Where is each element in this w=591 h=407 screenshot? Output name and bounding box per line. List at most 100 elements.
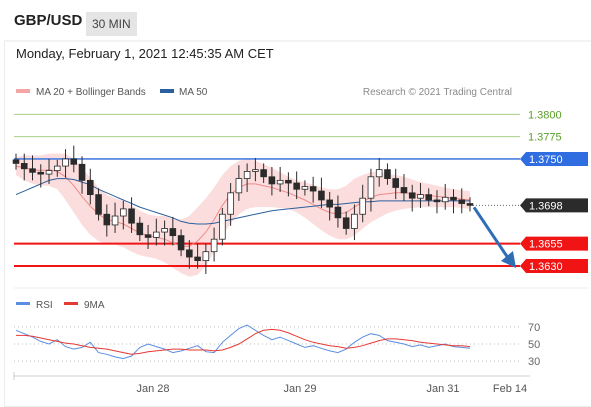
currency-pair: GBP/USD bbox=[14, 12, 83, 29]
candle-body bbox=[95, 194, 102, 215]
candle-body bbox=[441, 196, 449, 203]
candle-body bbox=[161, 228, 168, 233]
support-tag-1.3655 bbox=[520, 236, 588, 251]
support-label-1.3630: 1.3630 bbox=[529, 261, 563, 273]
time-axis-label: Jan 28 bbox=[136, 383, 169, 395]
candle-body bbox=[120, 208, 127, 217]
candle-body bbox=[351, 213, 358, 229]
candle-body bbox=[466, 203, 474, 206]
rsi-tick-label-30: 30 bbox=[528, 356, 540, 368]
candle-body bbox=[260, 169, 267, 178]
ma20-bb-legend-swatch bbox=[16, 89, 30, 93]
candle-body bbox=[103, 213, 111, 226]
candle-body bbox=[417, 194, 424, 199]
rsi-grid: 70 50 30 bbox=[14, 322, 540, 368]
candle-body bbox=[136, 222, 144, 236]
candle-body bbox=[29, 168, 36, 173]
rsi-series-layer bbox=[15, 324, 471, 360]
forecast-arrow-layer bbox=[472, 206, 516, 268]
candle-body bbox=[400, 187, 408, 194]
candle-body bbox=[177, 235, 185, 251]
candle-body bbox=[202, 251, 210, 262]
ma50-legend-swatch bbox=[160, 89, 174, 93]
candle-body bbox=[227, 192, 234, 215]
candle-body bbox=[53, 165, 61, 171]
rsi-line bbox=[15, 324, 471, 360]
candle-body bbox=[433, 199, 441, 203]
candle-body bbox=[367, 176, 375, 199]
candle-body bbox=[392, 178, 399, 188]
candle-body bbox=[45, 170, 53, 175]
candle-body bbox=[186, 249, 193, 258]
candle-body bbox=[12, 159, 20, 164]
candle-body bbox=[450, 196, 457, 201]
forecast-arrow-shaft bbox=[472, 206, 510, 259]
support-label-1.3655: 1.3655 bbox=[529, 239, 563, 251]
ma50-legend-label: MA 50 bbox=[179, 87, 208, 98]
price-level-labels: 1.3800 1.3775 1.3750 1.3698 1.3655 1.3630 bbox=[520, 109, 588, 273]
forecast-arrow-head bbox=[501, 250, 516, 268]
support-tag-1.3630 bbox=[520, 258, 588, 273]
candle-body bbox=[128, 208, 135, 224]
rsi-tick-label-70: 70 bbox=[528, 322, 540, 334]
candlestick-layer bbox=[12, 145, 474, 274]
candle-body bbox=[326, 199, 333, 208]
chart-panel bbox=[4, 40, 591, 407]
ma20-bb-legend-label: MA 20 + Bollinger Bands bbox=[36, 87, 146, 98]
rsi-ma-line bbox=[16, 328, 471, 355]
candle-body bbox=[285, 179, 292, 184]
candle-body bbox=[210, 238, 218, 253]
candle-body bbox=[169, 228, 177, 237]
candle-body bbox=[268, 176, 276, 185]
last-price-tag bbox=[520, 198, 588, 213]
candle-body bbox=[20, 163, 28, 170]
candle-body bbox=[309, 186, 317, 192]
candle-body bbox=[243, 171, 251, 179]
candle-body bbox=[342, 217, 350, 229]
rsi-legend-label: RSI bbox=[36, 300, 53, 311]
candle-body bbox=[78, 163, 86, 181]
timeframe-badge[interactable]: 30 MIN bbox=[86, 12, 137, 36]
last-price-label: 1.3698 bbox=[529, 200, 563, 212]
candle-body bbox=[408, 192, 416, 199]
price-legend: MA 20 + Bollinger Bands MA 50 Research ©… bbox=[16, 87, 512, 98]
credit-text: Research © 2021 Trading Central bbox=[363, 87, 512, 98]
chart-header: GBP/USD 30 MIN bbox=[0, 0, 591, 38]
candle-body bbox=[194, 256, 201, 262]
bollinger-band-layer bbox=[16, 153, 470, 277]
bollinger-band-area bbox=[16, 153, 470, 277]
candle-body bbox=[144, 234, 152, 238]
candle-body bbox=[458, 199, 466, 204]
candle-body bbox=[293, 182, 300, 190]
candle-body bbox=[235, 178, 243, 194]
candle-body bbox=[375, 169, 383, 178]
candle-body bbox=[153, 231, 160, 238]
candle-body bbox=[359, 197, 366, 215]
candle-body bbox=[318, 190, 325, 201]
candle-body bbox=[37, 171, 45, 175]
rsi-ma-legend-label: 9MA bbox=[84, 300, 105, 311]
resistance-label-1.3750: 1.3750 bbox=[529, 154, 563, 166]
target-label-1.3775: 1.3775 bbox=[528, 132, 562, 144]
time-axis: Jan 28 Jan 29 Jan 31 Feb 14 bbox=[13, 372, 530, 395]
rsi-ma-legend-swatch bbox=[64, 302, 78, 305]
rsi-tick-label-50: 50 bbox=[528, 339, 540, 351]
time-axis-label: Jan 31 bbox=[426, 383, 459, 395]
candle-body bbox=[219, 213, 226, 240]
candle-body bbox=[276, 179, 284, 185]
candle-body bbox=[87, 179, 94, 196]
candle-body bbox=[425, 194, 433, 201]
ma20-line bbox=[15, 165, 471, 247]
time-axis-label: Feb 14 bbox=[493, 383, 527, 395]
chart-datetime: Monday, February 1, 2021 12:45:35 AM CET bbox=[16, 46, 274, 61]
rsi-legend: RSI 9MA bbox=[16, 300, 105, 311]
resistance-tag-1.3750 bbox=[520, 151, 588, 166]
candle-body bbox=[301, 186, 309, 190]
candle-body bbox=[252, 169, 259, 172]
target-label-1.3800: 1.3800 bbox=[528, 109, 562, 121]
candle-body bbox=[111, 215, 119, 226]
candle-body bbox=[334, 206, 342, 219]
candle-body bbox=[70, 158, 78, 165]
rsi-legend-swatch bbox=[16, 302, 30, 305]
